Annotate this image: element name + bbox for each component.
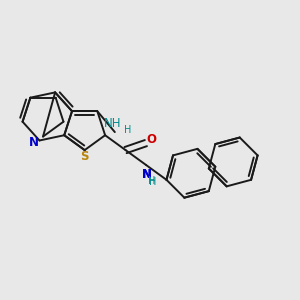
Text: N: N [142, 168, 152, 182]
Text: N: N [142, 168, 152, 182]
Text: NH: NH [103, 117, 121, 130]
Text: S: S [80, 149, 89, 163]
Text: N: N [142, 168, 150, 182]
Text: H: H [149, 177, 157, 187]
Text: O: O [147, 133, 157, 146]
Text: N: N [28, 136, 38, 149]
Text: H: H [148, 176, 156, 186]
Text: H: H [124, 124, 131, 135]
